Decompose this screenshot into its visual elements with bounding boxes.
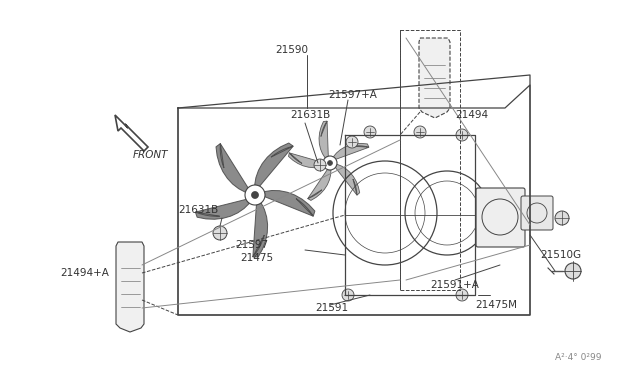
Text: 21590: 21590	[275, 45, 308, 55]
Text: A²·4° 0²99: A²·4° 0²99	[555, 353, 602, 362]
Polygon shape	[419, 38, 450, 118]
Text: 21510G: 21510G	[540, 250, 581, 260]
Circle shape	[213, 226, 227, 240]
Text: 21494: 21494	[455, 110, 488, 120]
Circle shape	[414, 126, 426, 138]
Text: 21475M: 21475M	[475, 300, 517, 310]
Text: 21475: 21475	[240, 253, 273, 263]
Circle shape	[456, 289, 468, 301]
Text: 21591: 21591	[315, 303, 348, 313]
Polygon shape	[264, 190, 315, 216]
Polygon shape	[195, 199, 250, 219]
Polygon shape	[289, 153, 324, 168]
Text: 21631B: 21631B	[290, 110, 330, 120]
Circle shape	[346, 136, 358, 148]
Circle shape	[245, 185, 265, 205]
Circle shape	[323, 156, 337, 170]
Circle shape	[314, 159, 326, 171]
Text: 21591+A: 21591+A	[430, 280, 479, 290]
Circle shape	[565, 263, 581, 279]
FancyBboxPatch shape	[521, 196, 553, 230]
Text: 21494+A: 21494+A	[60, 268, 109, 278]
Polygon shape	[308, 170, 331, 201]
Polygon shape	[253, 203, 268, 257]
Circle shape	[328, 161, 332, 166]
Polygon shape	[255, 143, 293, 186]
Text: 21597: 21597	[235, 240, 268, 250]
Circle shape	[342, 289, 354, 301]
Circle shape	[555, 211, 569, 225]
Polygon shape	[115, 115, 148, 151]
Polygon shape	[216, 144, 248, 192]
FancyBboxPatch shape	[476, 188, 525, 247]
Polygon shape	[335, 164, 360, 195]
Circle shape	[456, 129, 468, 141]
Polygon shape	[333, 143, 369, 159]
Circle shape	[364, 126, 376, 138]
Circle shape	[252, 192, 259, 199]
Polygon shape	[319, 121, 328, 158]
Text: 21631B: 21631B	[178, 205, 218, 215]
Text: FRONT: FRONT	[133, 150, 168, 160]
Polygon shape	[116, 242, 144, 332]
Text: 21597+A: 21597+A	[328, 90, 377, 100]
